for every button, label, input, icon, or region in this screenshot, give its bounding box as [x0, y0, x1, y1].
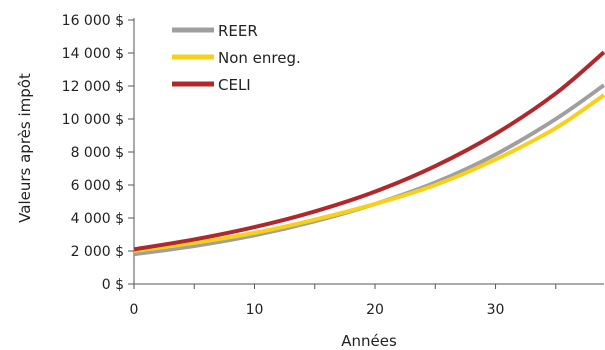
y-tick-label: 12 000 $: [62, 79, 124, 95]
y-axis-title: Valeurs après impôt: [16, 73, 34, 223]
x-tick-label: 30: [487, 302, 505, 318]
legend: REER Non enreg. CELI: [172, 22, 301, 94]
y-tick-label: 16 000 $: [62, 13, 124, 29]
x-axis: 0 10 20 30: [130, 284, 604, 318]
y-tick-label: 2 000 $: [71, 244, 124, 260]
legend-label: Non enreg.: [218, 49, 301, 67]
legend-label: CELI: [218, 76, 251, 94]
y-tick-label: 8 000 $: [71, 145, 124, 161]
y-tick-label: 10 000 $: [62, 112, 124, 128]
x-tick-label: 10: [246, 302, 264, 318]
y-tick-label: 6 000 $: [71, 178, 124, 194]
y-tick-label: 0 $: [102, 277, 124, 293]
x-axis-title: Années: [341, 332, 397, 350]
x-tick-label: 20: [366, 302, 384, 318]
legend-label: REER: [218, 22, 258, 40]
y-axis: 0 $ 2 000 $ 4 000 $ 6 000 $ 8 000 $ 10 000 $ 1…: [62, 13, 134, 293]
series-line-2: [134, 95, 604, 251]
x-tick-label: 0: [130, 302, 139, 318]
y-tick-label: 14 000 $: [62, 46, 124, 62]
y-tick-label: 4 000 $: [71, 211, 124, 227]
